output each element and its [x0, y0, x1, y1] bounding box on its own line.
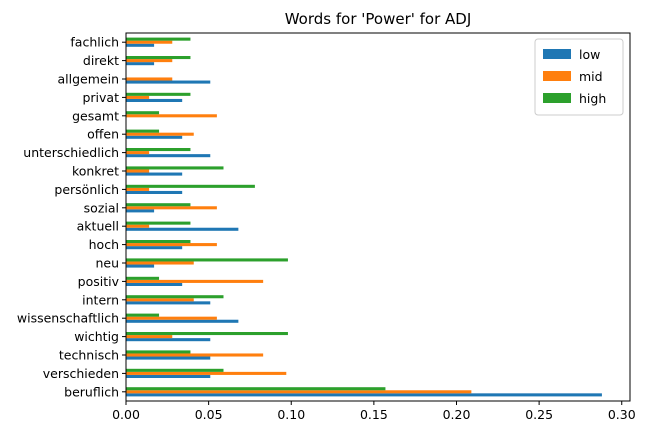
bar-high-verschieden: [126, 368, 224, 372]
bar-mid-wissenschaftlich: [126, 316, 217, 320]
legend-swatch-mid: [543, 71, 571, 81]
bar-low-verschieden: [126, 374, 211, 378]
bar-high-positiv: [126, 276, 160, 280]
bar-mid-offen: [126, 132, 194, 136]
bar-high-konkret: [126, 166, 224, 170]
bar-low-allgemein: [126, 80, 211, 84]
bar-high-hoch: [126, 240, 191, 244]
bar-low-fachlich: [126, 43, 155, 47]
x-axis: 0.00 0.05 0.10 0.15 0.20 0.25 0.30: [112, 401, 636, 422]
y-tick-label: allgemein: [58, 72, 120, 87]
bar-low-persönlich: [126, 190, 183, 194]
bar-mid-sozial: [126, 206, 217, 210]
bar-high-gesamt: [126, 111, 160, 115]
y-tick-label: sozial: [84, 200, 119, 215]
bar-mid-konkret: [126, 169, 150, 173]
bar-high-wissenschaftlich: [126, 313, 160, 317]
bar-high-direkt: [126, 56, 191, 60]
bar-high-beruflich: [126, 387, 386, 391]
legend: low mid high: [534, 38, 624, 116]
y-tick-label: fachlich: [70, 35, 119, 50]
x-tick-label: 0.05: [195, 407, 223, 422]
y-tick-label: positiv: [78, 274, 120, 289]
x-tick-label: 0.00: [112, 407, 140, 422]
bar-high-intern: [126, 295, 224, 299]
bar-high-privat: [126, 92, 191, 96]
bar-mid-allgemein: [126, 77, 173, 81]
bar-mid-beruflich: [126, 390, 472, 394]
x-tick-label: 0.30: [608, 407, 636, 422]
bar-mid-hoch: [126, 243, 217, 247]
bar-high-aktuell: [126, 221, 191, 225]
bar-low-konkret: [126, 172, 183, 176]
bar-low-neu: [126, 264, 155, 268]
bar-low-sozial: [126, 209, 155, 213]
x-tick-label: 0.10: [277, 407, 305, 422]
y-tick-label: verschieden: [43, 366, 119, 381]
bar-low-technisch: [126, 356, 211, 360]
chart-title: Words for 'Power' for ADJ: [285, 10, 472, 28]
y-tick-label: persönlich: [54, 182, 119, 197]
bar-mid-wichtig: [126, 335, 173, 339]
bars-layer: [126, 37, 602, 397]
y-tick-label: unterschiedlich: [23, 145, 119, 160]
bar-mid-intern: [126, 298, 194, 302]
legend-swatch-low: [543, 49, 571, 59]
bar-mid-technisch: [126, 353, 264, 357]
bar-low-unterschiedlich: [126, 154, 211, 158]
y-tick-label: konkret: [72, 164, 119, 179]
bar-low-hoch: [126, 246, 183, 250]
x-tick-label: 0.25: [525, 407, 553, 422]
legend-swatch-high: [543, 93, 571, 103]
bar-mid-neu: [126, 261, 194, 265]
bar-low-positiv: [126, 282, 183, 286]
bar-high-fachlich: [126, 37, 191, 41]
bar-high-persönlich: [126, 184, 255, 188]
x-tick-label: 0.15: [360, 407, 388, 422]
legend-label-high: high: [579, 91, 606, 106]
bar-mid-positiv: [126, 279, 264, 283]
bar-mid-fachlich: [126, 40, 173, 44]
bar-mid-privat: [126, 95, 150, 99]
y-axis: beruflich verschieden technisch wichtig wiss…: [17, 35, 126, 399]
bar-low-wissenschaftlich: [126, 319, 239, 323]
bar-high-wichtig: [126, 332, 288, 336]
bar-mid-aktuell: [126, 224, 150, 228]
bar-low-privat: [126, 98, 183, 102]
y-tick-label: direkt: [83, 53, 119, 68]
bar-high-neu: [126, 258, 288, 262]
bar-mid-gesamt: [126, 114, 217, 118]
bar-mid-verschieden: [126, 371, 287, 375]
y-tick-label: wichtig: [74, 329, 119, 344]
bar-high-technisch: [126, 350, 191, 354]
bar-low-offen: [126, 135, 183, 139]
bar-mid-unterschiedlich: [126, 151, 150, 155]
bar-mid-direkt: [126, 59, 173, 63]
bar-low-direkt: [126, 62, 155, 66]
y-tick-label: wissenschaftlich: [17, 311, 119, 326]
y-tick-label: beruflich: [64, 384, 119, 399]
legend-label-low: low: [579, 47, 600, 62]
bar-high-offen: [126, 129, 160, 133]
y-tick-label: technisch: [59, 348, 119, 363]
y-tick-label: aktuell: [77, 219, 119, 234]
y-tick-label: hoch: [89, 237, 119, 252]
bar-low-aktuell: [126, 227, 239, 231]
bar-low-beruflich: [126, 393, 602, 397]
bar-low-wichtig: [126, 338, 211, 342]
y-tick-label: neu: [95, 256, 119, 271]
bar-mid-persönlich: [126, 187, 150, 191]
bar-low-intern: [126, 301, 211, 305]
bar-high-sozial: [126, 203, 191, 207]
bar-high-unterschiedlich: [126, 148, 191, 152]
y-tick-label: gesamt: [72, 108, 119, 123]
plot-frame: [125, 32, 631, 402]
y-tick-label: privat: [82, 90, 119, 105]
y-tick-label: intern: [82, 292, 119, 307]
y-tick-label: offen: [87, 127, 119, 142]
x-tick-label: 0.20: [443, 407, 471, 422]
legend-label-mid: mid: [579, 69, 603, 84]
